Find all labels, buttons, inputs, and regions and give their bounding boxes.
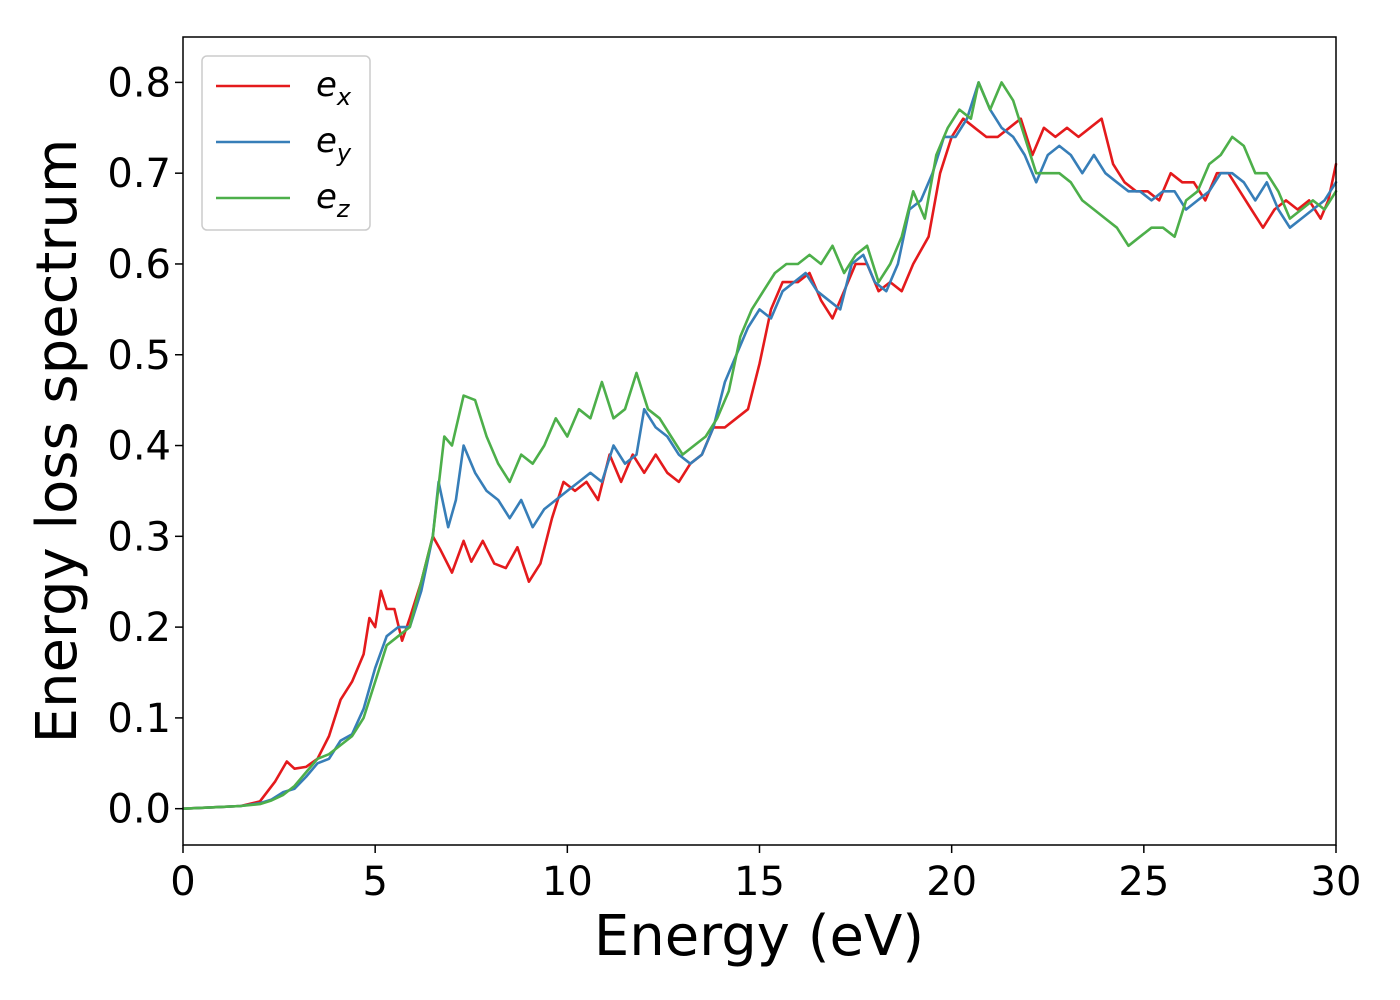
y-axis-ticks: 0.0 0.1 0.2 0.3 0.4 0.5 0.6 0.7 0.8 bbox=[107, 60, 183, 833]
y-tick-label: 0.1 bbox=[107, 696, 171, 742]
legend-label-x: ex bbox=[316, 65, 352, 111]
x-axis-ticks: 0 5 10 15 20 25 30 bbox=[170, 845, 1361, 905]
y-tick-label: 0.0 bbox=[107, 787, 171, 833]
x-tick-label: 20 bbox=[926, 859, 977, 905]
x-tick-label: 10 bbox=[542, 859, 593, 905]
y-tick-label: 0.5 bbox=[107, 333, 171, 379]
x-tick-label: 15 bbox=[734, 859, 785, 905]
y-axis-title: Energy loss spectrum bbox=[25, 139, 90, 744]
x-axis-title: Energy (eV) bbox=[594, 904, 924, 969]
legend-label-z: ez bbox=[316, 177, 351, 223]
x-tick-label: 0 bbox=[170, 859, 195, 905]
series-layer bbox=[181, 81, 1338, 810]
x-tick-label: 25 bbox=[1118, 859, 1169, 905]
y-tick-label: 0.6 bbox=[107, 242, 171, 288]
x-tick-label: 30 bbox=[1311, 859, 1362, 905]
legend-label-y: ey bbox=[316, 121, 352, 167]
x-tick-label: 5 bbox=[362, 859, 387, 905]
y-tick-label: 0.2 bbox=[107, 605, 171, 651]
y-tick-label: 0.7 bbox=[107, 151, 171, 197]
y-tick-label: 0.8 bbox=[107, 60, 171, 106]
series-line-x bbox=[181, 117, 1338, 810]
y-tick-label: 0.4 bbox=[107, 424, 171, 470]
legend: ex ey ez bbox=[201, 55, 371, 231]
y-tick-label: 0.3 bbox=[107, 514, 171, 560]
series-line-z bbox=[181, 81, 1338, 810]
